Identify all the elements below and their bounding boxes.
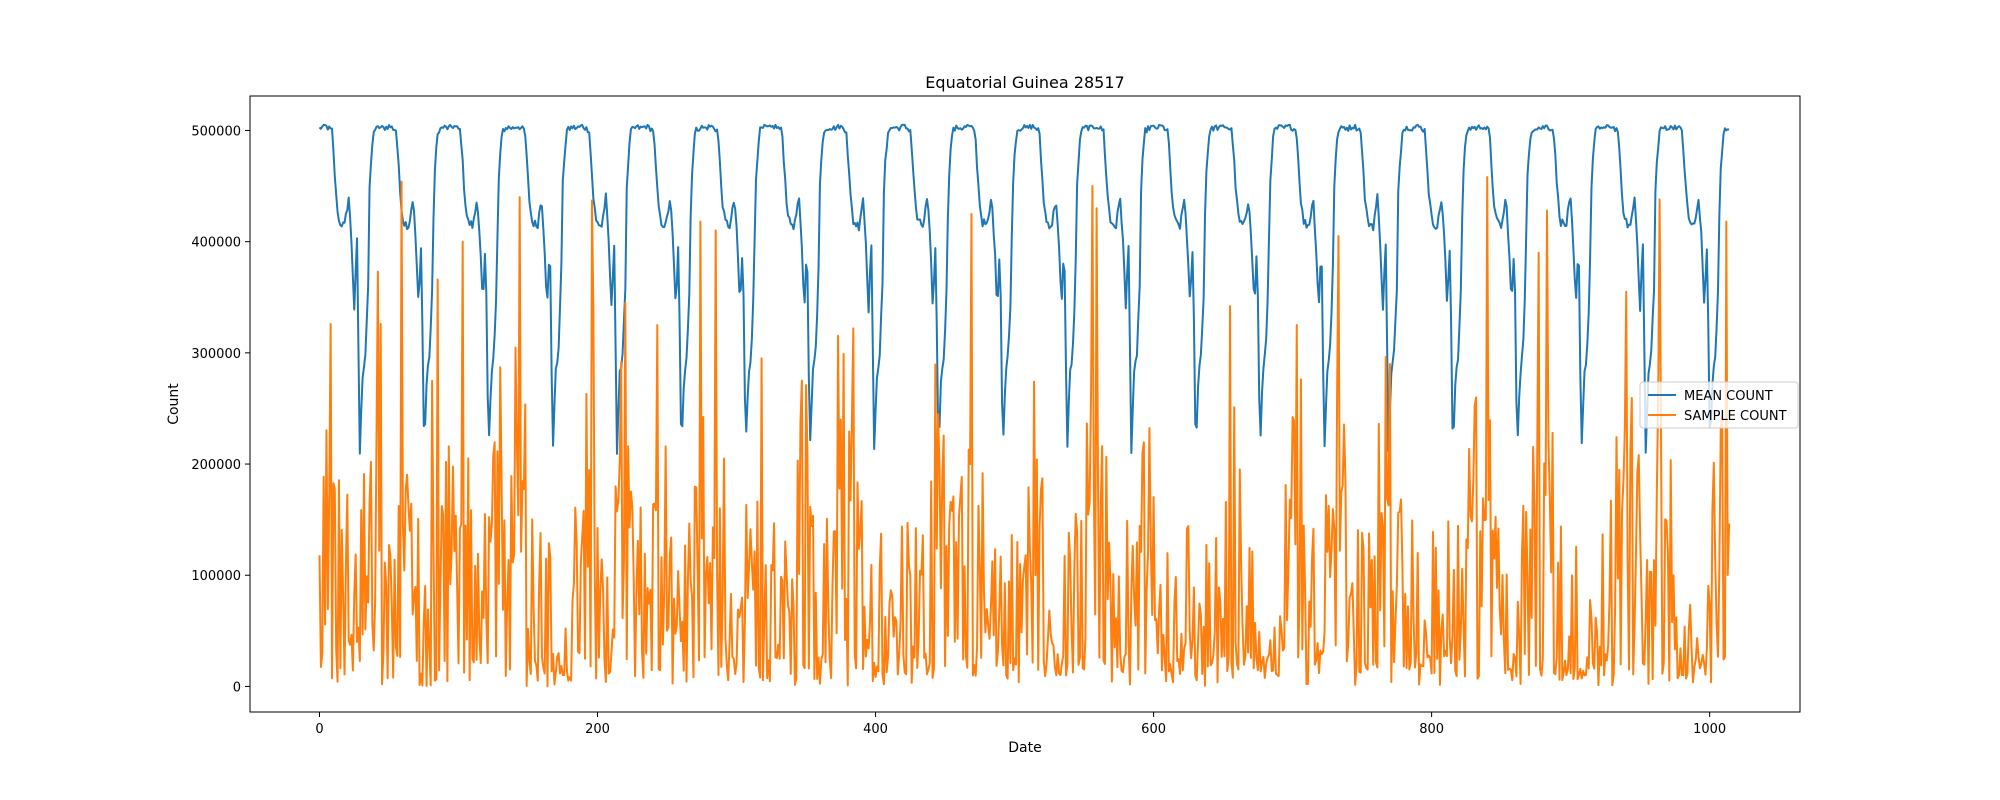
x-tick-label: 1000 xyxy=(1693,722,1726,737)
y-axis-label: Count xyxy=(166,383,182,425)
plot-frame xyxy=(249,95,1801,713)
x-tick-label: 200 xyxy=(585,722,610,737)
sample-count-line xyxy=(318,176,1731,688)
x-axis-label: Date xyxy=(1008,740,1041,756)
legend: MEAN COUNT SAMPLE COUNT xyxy=(1639,381,1799,429)
y-tick-label: 200000 xyxy=(191,458,241,473)
y-tick-label: 100000 xyxy=(191,569,241,584)
legend-box xyxy=(1639,381,1799,429)
mean-count-line xyxy=(318,123,1730,455)
x-tick-label: 400 xyxy=(863,722,888,737)
x-tick-label: 600 xyxy=(1141,722,1166,737)
y-tick-label: 400000 xyxy=(191,236,241,251)
y-tick-label: 300000 xyxy=(191,347,241,362)
x-tick-label: 800 xyxy=(1419,722,1444,737)
y-tick-label: 0 xyxy=(233,680,241,695)
y-tick-label: 500000 xyxy=(191,124,241,139)
chart-title: Equatorial Guinea 28517 xyxy=(925,73,1124,92)
legend-label: MEAN COUNT xyxy=(1684,389,1773,404)
x-tick-label: 0 xyxy=(315,722,323,737)
legend-label: SAMPLE COUNT xyxy=(1684,409,1787,424)
